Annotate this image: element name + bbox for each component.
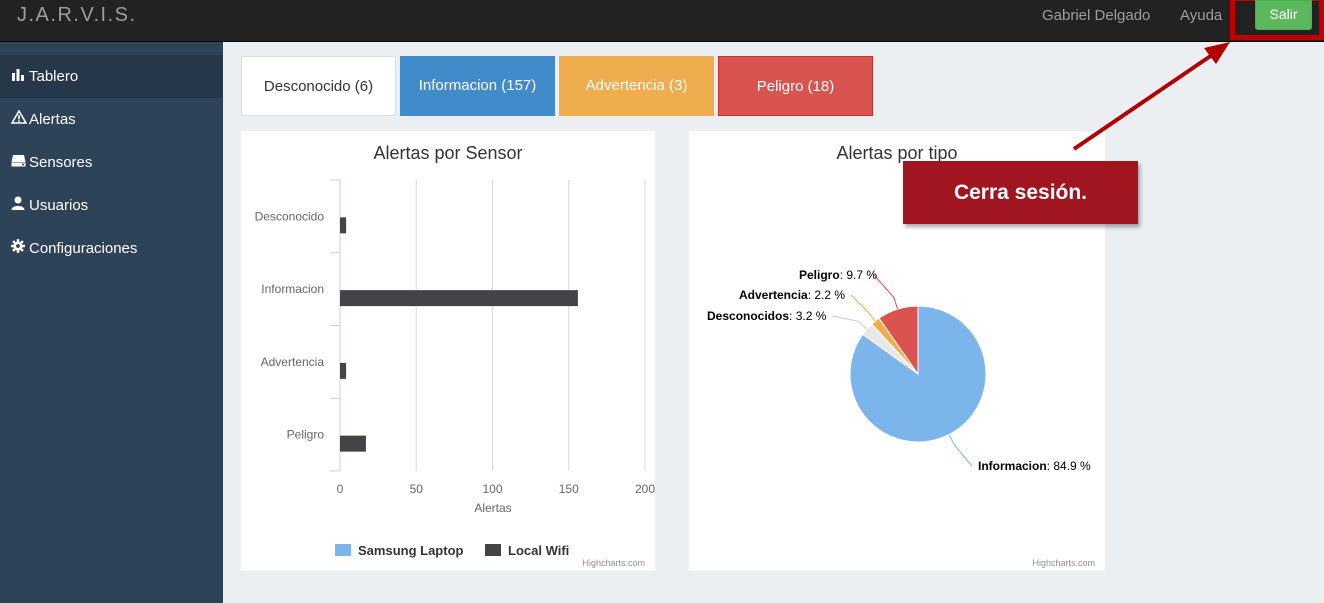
x-tick-label: 0 bbox=[337, 482, 344, 496]
type-pie-chart: Alertas por tipo Informacion: 84.9 % Desc… bbox=[707, 143, 1091, 473]
bar[interactable] bbox=[340, 435, 366, 452]
sidebar-item-label: Alertas bbox=[29, 111, 76, 128]
user-name-link[interactable]: Gabriel Delgado bbox=[1042, 7, 1151, 24]
chart-credits[interactable]: Highcharts.com bbox=[582, 558, 645, 568]
tile-danger-alerts[interactable]: Peligro (18) bbox=[718, 56, 873, 116]
pie-slice[interactable] bbox=[878, 305, 919, 376]
pie-label: Informacion: 84.9 % bbox=[978, 459, 1091, 473]
pie-connector bbox=[831, 315, 868, 330]
category-label: Advertencia bbox=[261, 355, 325, 369]
legend-label: Samsung Laptop bbox=[358, 543, 464, 558]
x-tick-label: 100 bbox=[482, 482, 502, 496]
x-tick-label: 200 bbox=[635, 482, 655, 496]
legend-label: Local Wifi bbox=[508, 543, 569, 558]
tile-unknown-alerts[interactable]: Desconocido (6) bbox=[241, 56, 396, 116]
bar[interactable] bbox=[340, 290, 578, 307]
sidebar: Tablero Alertas Sensores Usuarios Config… bbox=[0, 42, 223, 603]
pie-connector bbox=[873, 274, 899, 310]
sensor-chart-panel: Alertas por Sensor Desconocido Informacio… bbox=[241, 131, 655, 571]
legend-swatch bbox=[485, 544, 501, 556]
user-icon bbox=[11, 184, 29, 227]
hdd-icon bbox=[11, 141, 29, 184]
warning-icon bbox=[10, 98, 29, 141]
pie-connector bbox=[948, 434, 973, 467]
sidebar-item-alertas[interactable]: Alertas bbox=[0, 98, 223, 141]
chart-credits[interactable]: Highcharts.com bbox=[1032, 558, 1095, 568]
logout-callout: Cerra sesión. bbox=[903, 161, 1138, 224]
x-axis-label: Alertas bbox=[474, 501, 511, 515]
chart-title: Alertas por Sensor bbox=[373, 143, 522, 163]
category-label: Informacion bbox=[261, 282, 324, 296]
pie-connector bbox=[850, 294, 876, 322]
sidebar-item-label: Usuarios bbox=[29, 197, 89, 214]
sidebar-item-sensores[interactable]: Sensores bbox=[0, 141, 223, 184]
brand-logo[interactable]: J.A.R.V.I.S. bbox=[17, 4, 137, 26]
legend-swatch bbox=[335, 544, 351, 556]
pie-label: Peligro: 9.7 % bbox=[799, 268, 877, 282]
chart-title: Alertas por tipo bbox=[836, 143, 957, 163]
pie-label: Advertencia: 2.2 % bbox=[739, 288, 845, 302]
x-tick-label: 150 bbox=[559, 482, 579, 496]
bar[interactable] bbox=[340, 362, 347, 379]
category-label: Peligro bbox=[287, 428, 325, 442]
sidebar-item-tablero[interactable]: Tablero bbox=[0, 55, 223, 98]
sidebar-item-label: Sensores bbox=[29, 154, 93, 171]
tile-info-alerts[interactable]: Informacion (157) bbox=[400, 56, 555, 116]
sidebar-item-configuraciones[interactable]: Configuraciones bbox=[0, 227, 223, 270]
category-label: Desconocido bbox=[255, 209, 325, 223]
tile-warning-alerts[interactable]: Advertencia (3) bbox=[559, 56, 714, 116]
bar[interactable] bbox=[340, 217, 347, 234]
type-chart-panel: Alertas por tipo Informacion: 84.9 % Desc… bbox=[689, 131, 1105, 571]
bar-chart-icon bbox=[11, 55, 29, 98]
pie-label: Desconocidos: 3.2 % bbox=[707, 309, 827, 323]
legend-item[interactable]: Samsung Laptop bbox=[335, 543, 464, 558]
sidebar-item-label: Tablero bbox=[29, 68, 79, 85]
sidebar-item-label: Configuraciones bbox=[29, 240, 138, 257]
legend-item[interactable]: Local Wifi bbox=[485, 543, 569, 558]
x-tick-label: 50 bbox=[410, 482, 424, 496]
logout-button[interactable]: Salir bbox=[1255, 0, 1312, 30]
sidebar-item-usuarios[interactable]: Usuarios bbox=[0, 184, 223, 227]
top-navbar: J.A.R.V.I.S. Gabriel Delgado Ayuda Salir bbox=[0, 0, 1324, 42]
help-link[interactable]: Ayuda bbox=[1180, 7, 1223, 24]
sensor-bar-chart: Alertas por Sensor Desconocido Informacio… bbox=[255, 143, 656, 558]
gear-icon bbox=[11, 227, 29, 270]
